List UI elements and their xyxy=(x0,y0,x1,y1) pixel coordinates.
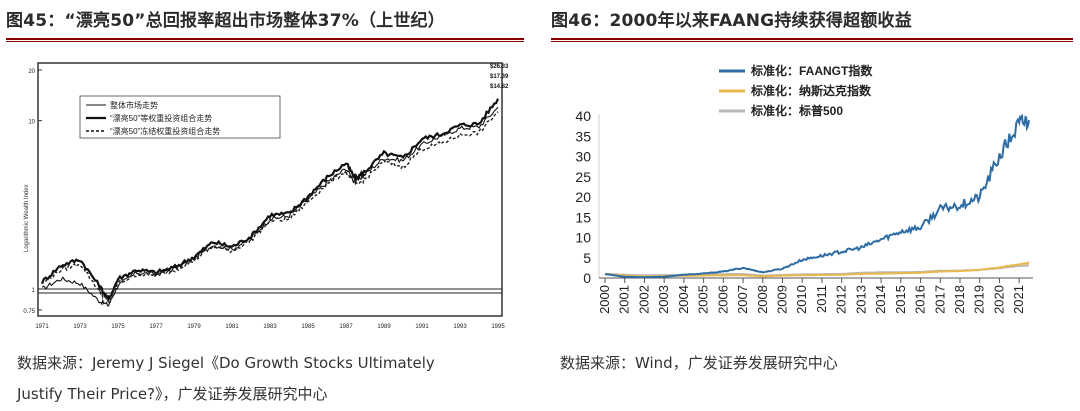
left-chart: Logarithmic Wealth Index 0.75 1 10 20 1971 1… xyxy=(23,62,509,330)
right-title-rule-thin xyxy=(551,41,1073,42)
left-plot-frame xyxy=(37,62,503,317)
left-xtick-label: 1991 xyxy=(415,324,429,330)
right-series-line-0 xyxy=(604,113,1030,279)
right-xtick-label: 2006 xyxy=(715,285,730,314)
right-ytick-label: 10 xyxy=(575,230,591,246)
right-xtick-label: 2003 xyxy=(656,285,671,314)
left-legend-box xyxy=(79,95,281,139)
right-xtick-label: 2021 xyxy=(1011,285,1026,314)
left-xtick-label: 1973 xyxy=(73,324,87,330)
left-end-label: $17.39 xyxy=(490,74,509,80)
right-ytick-label: 20 xyxy=(575,189,591,205)
right-xtick-label: 2019 xyxy=(972,285,987,314)
left-xtick-label: 1979 xyxy=(187,324,201,330)
left-source-line1: 数据来源：Jeremy J Siegel《Do Growth Stocks Ul… xyxy=(17,354,435,372)
right-xtick-label: 2017 xyxy=(932,285,947,314)
right-ytick-label: 35 xyxy=(575,128,591,144)
right-xtick-label: 2016 xyxy=(913,285,928,314)
right-xtick-label: 2014 xyxy=(873,285,888,314)
right-title-rule xyxy=(551,38,1073,40)
left-xtick-label: 1995 xyxy=(491,324,505,330)
right-ytick-label: 5 xyxy=(583,250,591,266)
left-legend-equal: “漂亮50”等权重投资组合走势 xyxy=(110,113,212,123)
left-title-rule xyxy=(6,38,524,40)
right-legend-label-2: 标准化：标普500 xyxy=(750,103,843,118)
right-xtick-label: 2007 xyxy=(735,285,750,314)
left-end-label: $14.82 xyxy=(490,84,509,90)
left-series-line-1 xyxy=(40,98,500,304)
left-xtick-label: 1989 xyxy=(377,324,391,330)
left-xtick-label: 1987 xyxy=(339,324,353,330)
right-xtick-label: 2002 xyxy=(636,285,651,314)
left-legend-frozen: “漂亮50”冻结权重投资组合走势 xyxy=(110,126,220,136)
right-legend-label-1: 标准化：纳斯达克指数 xyxy=(750,83,872,98)
right-chart: 0 5 10 15 20 25 30 35 40 2000 2001 2002 2003 2004 200… xyxy=(575,63,1033,314)
left-xtick-label: 1977 xyxy=(149,324,163,330)
right-xtick-label: 2009 xyxy=(775,285,790,314)
left-ytick-label: 10 xyxy=(28,120,35,126)
right-xtick-label: 2008 xyxy=(755,285,770,314)
right-xtick-label: 2011 xyxy=(814,285,829,313)
right-xtick-label: 2013 xyxy=(853,285,868,314)
left-source-line2: Justify Their Price?》，广发证券发展研究中心 xyxy=(17,385,328,403)
left-xtick-label: 1975 xyxy=(111,324,125,330)
left-ylabel: Logarithmic Wealth Index xyxy=(24,184,30,252)
left-xtick-label: 1971 xyxy=(35,324,49,330)
right-legend-label-0: 标准化：FAANGT指数 xyxy=(750,63,873,78)
left-xtick-label: 1981 xyxy=(225,324,239,330)
left-xtick-label: 1985 xyxy=(301,324,315,330)
right-xtick-label: 2018 xyxy=(952,285,967,314)
right-xtick-label: 2004 xyxy=(676,285,691,314)
right-ytick-label: 30 xyxy=(575,149,591,165)
left-ytick-label: 20 xyxy=(28,69,35,75)
left-end-label: $26.33 xyxy=(490,64,509,70)
right-xtick-label: 2000 xyxy=(597,285,612,314)
right-xtick-label: 2001 xyxy=(617,285,632,314)
right-ytick-label: 40 xyxy=(575,108,591,124)
right-ytick-label: 25 xyxy=(575,169,591,185)
right-xtick-label: 2005 xyxy=(696,285,711,314)
left-ytick-label: 0.75 xyxy=(23,309,35,315)
right-ytick-label: 0 xyxy=(583,270,591,286)
right-xtick-label: 2010 xyxy=(794,285,809,314)
left-xtick-label: 1983 xyxy=(263,324,277,330)
right-xtick-label: 2012 xyxy=(834,285,849,314)
left-series-line-2 xyxy=(41,111,499,303)
right-xtick-label: 2020 xyxy=(991,285,1006,314)
left-ytick-label: 1 xyxy=(32,288,36,294)
right-figure-title: 图46：2000年以来FAANG持续获得超额收益 xyxy=(551,11,912,31)
left-xtick-label: 1993 xyxy=(453,324,467,330)
right-xtick-label: 2015 xyxy=(893,285,908,314)
left-legend-market: 整体市场走势 xyxy=(110,100,158,110)
left-figure-title: 图45：“漂亮50”总回报率超出市场整体37%（上世纪） xyxy=(6,11,445,31)
left-title-rule-thin xyxy=(6,41,524,42)
right-source: 数据来源：Wind，广发证券发展研究中心 xyxy=(560,354,838,372)
right-ytick-label: 15 xyxy=(575,209,591,225)
